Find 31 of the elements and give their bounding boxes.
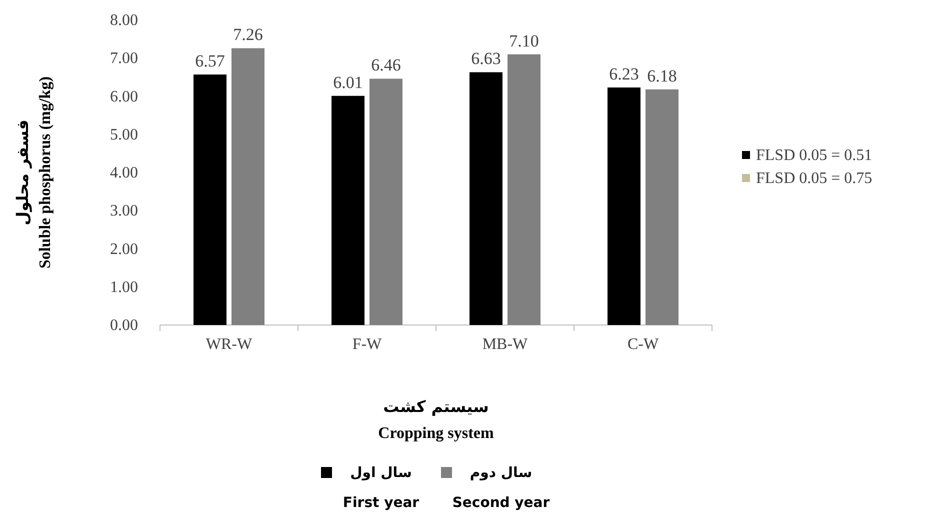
y-tick-label: 7.00 <box>110 50 138 68</box>
text: FLSD 0.05 = 0.75 <box>756 170 872 187</box>
bar <box>194 74 226 325</box>
data-label: 6.01 <box>333 72 363 92</box>
y-tick-label: 2.00 <box>110 240 138 258</box>
bar <box>470 72 502 325</box>
bar <box>608 87 640 325</box>
y-tick-label: 8.00 <box>110 12 138 29</box>
x-tick-label: F-W <box>352 336 383 353</box>
y-tick-label: 5.00 <box>110 126 138 144</box>
text: FLSD 0.05 = 0.51 <box>756 147 872 164</box>
data-label: 6.57 <box>195 52 226 71</box>
bar <box>508 54 540 325</box>
y-tick-label: 3.00 <box>110 202 138 220</box>
y-tick-label: 0.00 <box>110 317 138 334</box>
x-tick-label: C-W <box>627 336 660 353</box>
data-label: 7.10 <box>509 31 539 50</box>
data-label: 6.63 <box>471 49 501 68</box>
bar <box>370 78 402 325</box>
data-label: 7.26 <box>233 25 263 44</box>
y-tick-label: 1.00 <box>110 278 138 296</box>
y-tick-label: 6.00 <box>110 88 138 106</box>
data-label: 6.23 <box>609 64 639 84</box>
data-label: 6.46 <box>371 56 401 75</box>
x-tick-label: WR-W <box>206 336 253 353</box>
bar <box>332 96 364 325</box>
y-tick-label: 4.00 <box>110 164 138 182</box>
bar <box>232 48 264 325</box>
data-label: 6.18 <box>647 66 677 86</box>
x-tick-label: MB-W <box>482 336 529 353</box>
bar <box>646 89 678 325</box>
